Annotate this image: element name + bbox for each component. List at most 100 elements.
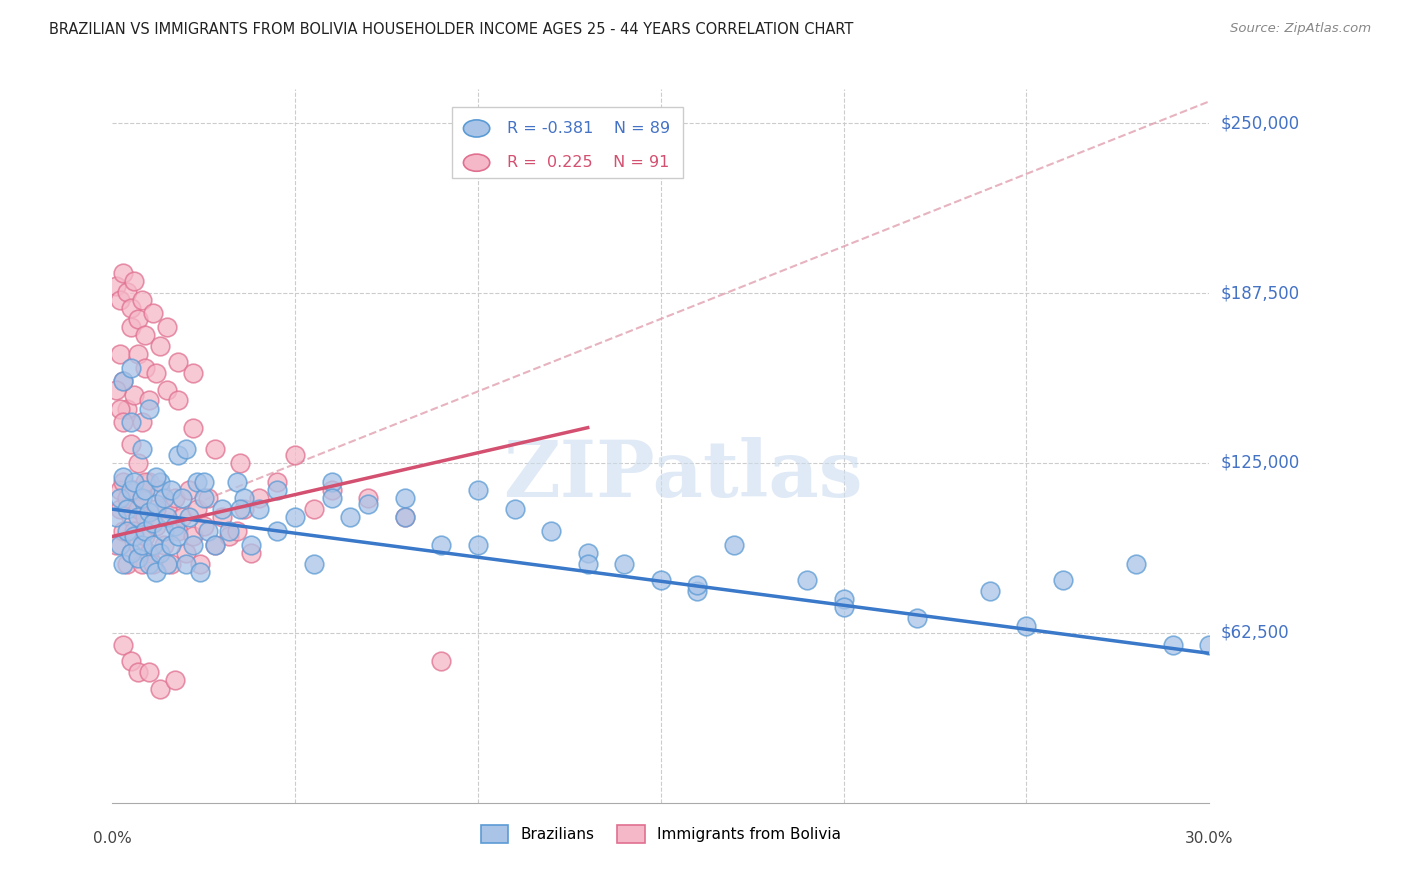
- Point: [467, 537, 489, 551]
- Point: [134, 328, 156, 343]
- Point: [149, 483, 172, 498]
- Point: [240, 546, 263, 560]
- Point: [179, 510, 201, 524]
- Point: [120, 415, 142, 429]
- Text: 0.0%: 0.0%: [93, 831, 132, 847]
- Text: 30.0%: 30.0%: [1185, 831, 1233, 847]
- Point: [142, 537, 165, 551]
- Point: [127, 510, 149, 524]
- Point: [339, 510, 361, 524]
- Point: [163, 673, 186, 688]
- FancyBboxPatch shape: [453, 107, 683, 178]
- Point: [229, 456, 252, 470]
- Point: [152, 524, 174, 538]
- Point: [115, 491, 138, 506]
- Point: [160, 483, 183, 498]
- Point: [134, 510, 156, 524]
- Point: [138, 393, 160, 408]
- Point: [138, 546, 160, 560]
- Point: [131, 537, 153, 551]
- Point: [1052, 573, 1074, 587]
- Point: [134, 360, 156, 375]
- Point: [131, 293, 153, 307]
- Point: [247, 491, 270, 506]
- Point: [193, 491, 215, 506]
- Point: [321, 491, 343, 506]
- Point: [204, 537, 226, 551]
- Point: [186, 502, 208, 516]
- Point: [193, 475, 215, 489]
- Point: [108, 401, 131, 416]
- Point: [138, 665, 160, 680]
- Point: [149, 681, 172, 696]
- Point: [181, 529, 204, 543]
- Point: [467, 483, 489, 498]
- Point: [302, 557, 325, 571]
- Point: [138, 505, 160, 519]
- Point: [142, 306, 165, 320]
- Point: [127, 312, 149, 326]
- Point: [229, 502, 252, 516]
- Point: [905, 611, 928, 625]
- Point: [120, 320, 142, 334]
- Point: [138, 401, 160, 416]
- Point: [225, 475, 247, 489]
- Point: [394, 510, 416, 524]
- Point: [124, 529, 146, 543]
- Point: [112, 524, 135, 538]
- Point: [131, 442, 153, 457]
- Point: [979, 583, 1001, 598]
- Point: [181, 420, 204, 434]
- Point: [138, 557, 160, 571]
- Text: R =  0.225    N = 91: R = 0.225 N = 91: [508, 155, 669, 170]
- Point: [167, 524, 190, 538]
- Circle shape: [464, 154, 489, 171]
- Point: [145, 565, 167, 579]
- Point: [105, 279, 128, 293]
- Point: [266, 483, 288, 498]
- Point: [233, 502, 256, 516]
- Point: [211, 510, 233, 524]
- Point: [149, 475, 172, 489]
- Point: [284, 510, 307, 524]
- Point: [115, 524, 138, 538]
- Point: [181, 537, 204, 551]
- Point: [134, 483, 156, 498]
- Point: [186, 475, 208, 489]
- Point: [321, 475, 343, 489]
- Point: [112, 375, 135, 389]
- Point: [167, 529, 190, 543]
- Point: [357, 491, 380, 506]
- Point: [174, 442, 197, 457]
- Point: [120, 360, 142, 375]
- Point: [105, 383, 128, 397]
- Point: [142, 516, 165, 530]
- Point: [266, 475, 288, 489]
- Point: [170, 491, 193, 506]
- Point: [686, 583, 709, 598]
- Point: [131, 491, 153, 506]
- Point: [131, 491, 153, 506]
- Point: [503, 502, 526, 516]
- Point: [188, 557, 211, 571]
- Point: [112, 475, 135, 489]
- Point: [650, 573, 672, 587]
- Point: [247, 502, 270, 516]
- Point: [112, 638, 135, 652]
- Point: [197, 491, 219, 506]
- Point: [233, 491, 256, 506]
- Point: [120, 655, 142, 669]
- Point: [149, 339, 172, 353]
- Text: ZIPatlas: ZIPatlas: [503, 436, 862, 513]
- Point: [1125, 557, 1147, 571]
- Point: [112, 557, 135, 571]
- Point: [120, 510, 142, 524]
- Text: $62,500: $62,500: [1220, 624, 1289, 642]
- Point: [1198, 638, 1220, 652]
- Point: [145, 502, 167, 516]
- Point: [152, 491, 174, 506]
- Point: [193, 518, 215, 533]
- Point: [112, 375, 135, 389]
- Point: [108, 537, 131, 551]
- Point: [131, 415, 153, 429]
